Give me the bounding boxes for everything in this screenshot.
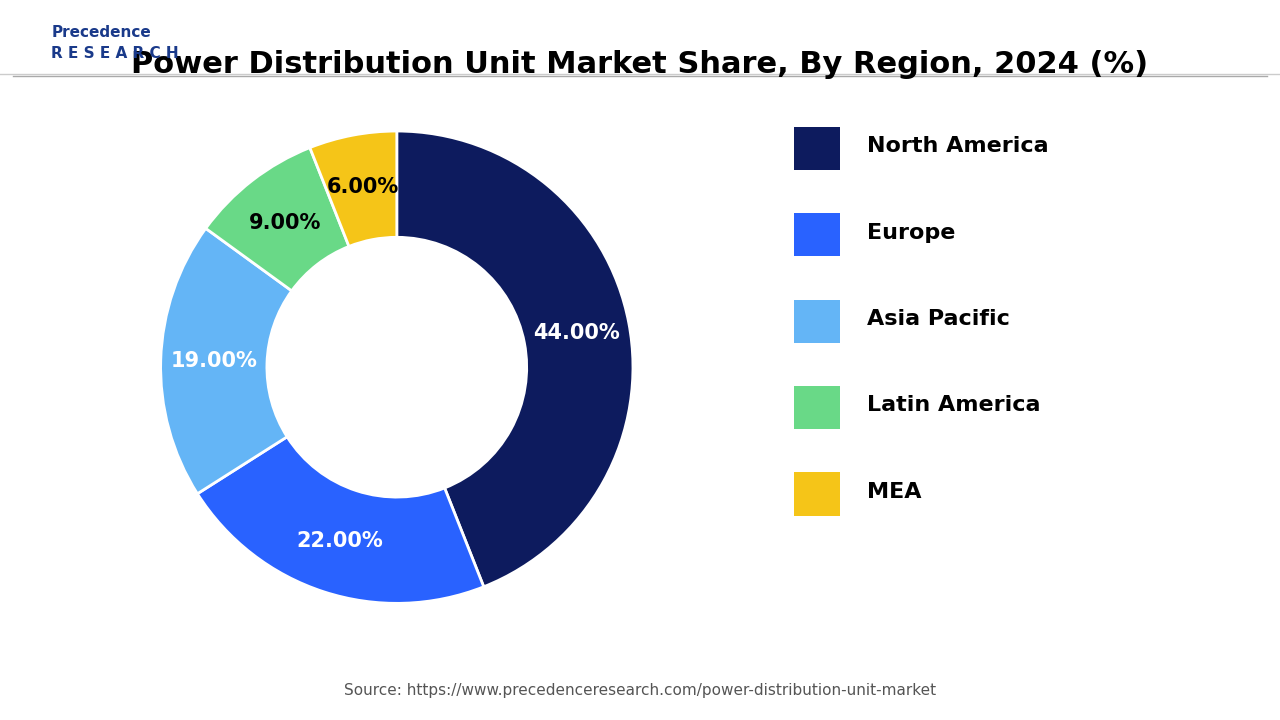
Wedge shape	[310, 131, 397, 246]
Text: Source: https://www.precedenceresearch.com/power-distribution-unit-market: Source: https://www.precedenceresearch.c…	[344, 683, 936, 698]
FancyBboxPatch shape	[794, 386, 840, 429]
FancyBboxPatch shape	[794, 213, 840, 256]
Wedge shape	[197, 437, 484, 603]
Text: Europe: Europe	[868, 222, 956, 243]
Text: 22.00%: 22.00%	[297, 531, 384, 552]
Text: North America: North America	[868, 136, 1048, 156]
Text: Power Distribution Unit Market Share, By Region, 2024 (%): Power Distribution Unit Market Share, By…	[132, 50, 1148, 79]
FancyBboxPatch shape	[794, 472, 840, 516]
Text: Precedence
R E S E A R C H: Precedence R E S E A R C H	[51, 25, 179, 61]
Text: 6.00%: 6.00%	[326, 177, 398, 197]
Text: Asia Pacific: Asia Pacific	[868, 309, 1010, 329]
FancyBboxPatch shape	[794, 300, 840, 343]
Text: Latin America: Latin America	[868, 395, 1041, 415]
Wedge shape	[397, 131, 632, 587]
Wedge shape	[161, 228, 292, 494]
Text: 9.00%: 9.00%	[248, 212, 321, 233]
Wedge shape	[206, 148, 349, 291]
FancyBboxPatch shape	[794, 127, 840, 170]
Text: MEA: MEA	[868, 482, 922, 502]
Text: 19.00%: 19.00%	[170, 351, 257, 372]
Text: 44.00%: 44.00%	[534, 323, 620, 343]
